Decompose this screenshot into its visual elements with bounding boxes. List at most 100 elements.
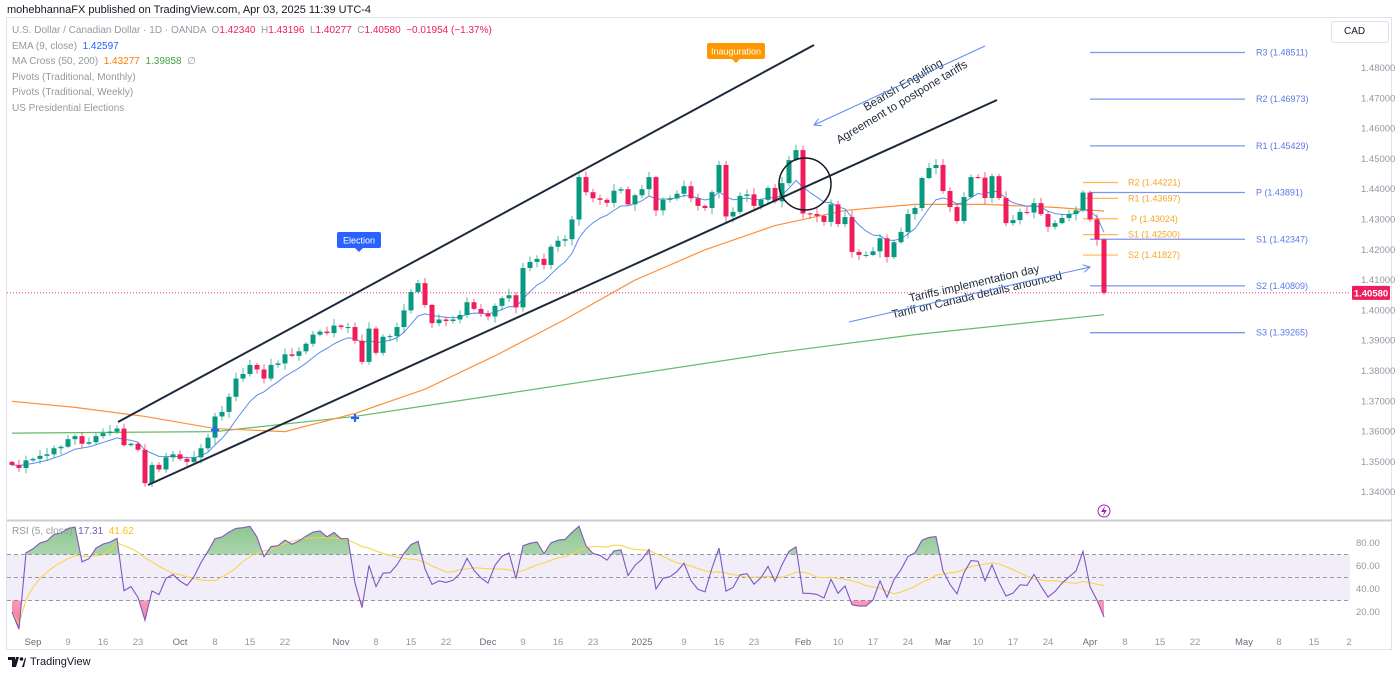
candle[interactable] — [632, 193, 638, 211]
symbol-name[interactable]: U.S. Dollar / Canadian Dollar · 1D · OAN… — [12, 25, 206, 36]
candle[interactable] — [975, 174, 981, 180]
candle[interactable] — [870, 246, 876, 257]
candle[interactable] — [534, 255, 540, 268]
candle[interactable] — [163, 452, 169, 473]
candle[interactable] — [548, 244, 554, 270]
channel-lower-line[interactable] — [147, 99, 998, 486]
candle[interactable] — [814, 207, 820, 223]
candle[interactable] — [240, 368, 246, 382]
candle[interactable] — [877, 233, 883, 258]
candle[interactable] — [674, 190, 680, 201]
candle[interactable] — [478, 303, 484, 318]
candle[interactable] — [1010, 214, 1016, 226]
candle[interactable] — [1087, 190, 1093, 222]
candle[interactable] — [597, 194, 603, 205]
candle[interactable] — [324, 326, 330, 336]
candle[interactable] — [639, 184, 645, 199]
candle[interactable] — [310, 330, 316, 347]
candle[interactable] — [569, 216, 575, 246]
candle[interactable] — [786, 155, 792, 187]
candle[interactable] — [373, 326, 379, 355]
time-axis[interactable]: Sep 9 16 23 Oct 8 15 22 Nov 8 15 22 Dec 9 16 23 2025 9 16 2… — [25, 637, 1352, 648]
candle[interactable] — [835, 200, 841, 228]
candle[interactable] — [961, 192, 967, 224]
candle[interactable] — [576, 174, 582, 226]
currency-button[interactable]: CAD — [1331, 21, 1389, 43]
candle[interactable] — [891, 239, 897, 259]
candle[interactable] — [940, 159, 946, 194]
candle[interactable] — [933, 158, 939, 175]
candle[interactable] — [688, 180, 694, 203]
candle[interactable] — [72, 434, 78, 445]
candle[interactable] — [58, 445, 64, 455]
candle[interactable] — [1059, 213, 1065, 225]
candle[interactable] — [261, 364, 267, 384]
candle[interactable] — [394, 322, 400, 343]
candle[interactable] — [387, 333, 393, 341]
tradingview-logo[interactable]: TradingView — [8, 656, 91, 668]
candle[interactable] — [863, 251, 869, 258]
candle[interactable] — [338, 324, 344, 330]
candle[interactable] — [723, 160, 729, 223]
candle[interactable] — [744, 189, 750, 203]
candle[interactable] — [1024, 206, 1030, 215]
candle[interactable] — [429, 303, 435, 328]
candle[interactable] — [457, 310, 463, 324]
candle[interactable] — [702, 204, 708, 211]
candle[interactable] — [618, 186, 624, 194]
candle[interactable] — [408, 288, 414, 314]
candle[interactable] — [695, 193, 701, 211]
candle[interactable] — [660, 197, 666, 216]
candle[interactable] — [926, 162, 932, 180]
candle[interactable] — [541, 253, 547, 270]
candle[interactable] — [44, 447, 50, 461]
candle[interactable] — [352, 322, 358, 344]
candle[interactable] — [779, 176, 785, 208]
candle[interactable] — [1101, 238, 1107, 295]
candle[interactable] — [611, 184, 617, 208]
candle[interactable] — [296, 347, 302, 361]
candle[interactable] — [345, 322, 351, 333]
candle[interactable] — [1003, 191, 1009, 227]
candle[interactable] — [1094, 214, 1100, 246]
candle[interactable] — [905, 209, 911, 239]
candle[interactable] — [1052, 220, 1058, 230]
candle[interactable] — [989, 173, 995, 203]
candle[interactable] — [590, 188, 596, 203]
candle[interactable] — [191, 450, 197, 466]
candle[interactable] — [485, 310, 491, 321]
candle[interactable] — [226, 393, 232, 418]
legend-ma-cross[interactable]: MA Cross (50, 200) 1.43277 1.39858 ∅ — [12, 56, 196, 67]
candle[interactable] — [520, 262, 526, 312]
candle[interactable] — [51, 445, 57, 458]
candle[interactable] — [142, 444, 148, 487]
candle[interactable] — [65, 435, 71, 449]
candle[interactable] — [821, 214, 827, 226]
candle[interactable] — [646, 171, 652, 196]
candle[interactable] — [275, 360, 281, 368]
candle[interactable] — [331, 319, 337, 338]
candle[interactable] — [492, 303, 498, 323]
candle[interactable] — [303, 342, 309, 355]
candle[interactable] — [415, 279, 421, 294]
candle[interactable] — [254, 362, 260, 374]
candle[interactable] — [23, 455, 29, 474]
candle[interactable] — [1031, 198, 1037, 219]
candle[interactable] — [121, 423, 127, 447]
candle[interactable] — [709, 189, 715, 215]
candle[interactable] — [170, 450, 176, 462]
candle[interactable] — [667, 195, 673, 203]
candle[interactable] — [135, 441, 141, 452]
candle[interactable] — [681, 180, 687, 198]
candle[interactable] — [807, 212, 813, 219]
candle[interactable] — [380, 334, 386, 356]
candle[interactable] — [653, 175, 659, 217]
candle[interactable] — [583, 171, 589, 196]
price-axis[interactable]: 1.48000 1.47000 1.46000 1.45000 1.44000 1.430… — [1352, 63, 1395, 618]
candle[interactable] — [359, 334, 365, 365]
candle[interactable] — [401, 303, 407, 334]
candle[interactable] — [1073, 206, 1079, 221]
candle[interactable] — [156, 462, 162, 473]
candle[interactable] — [79, 431, 85, 449]
